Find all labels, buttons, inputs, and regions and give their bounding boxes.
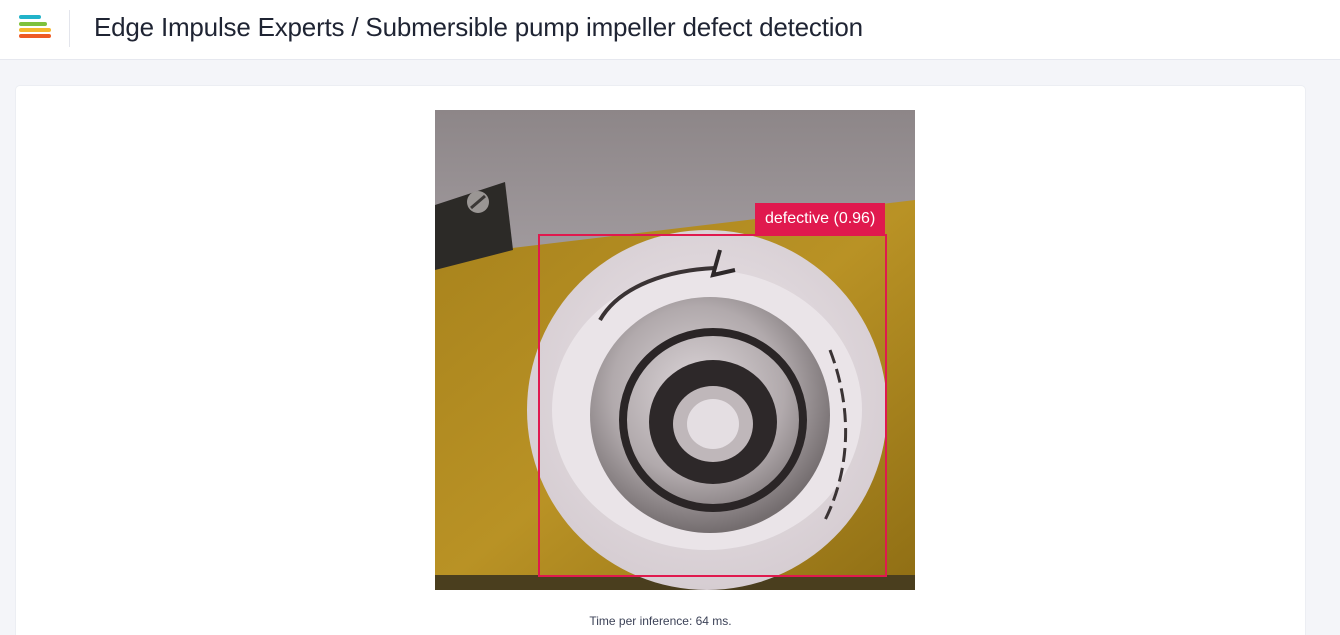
detection-label: defective (0.96) <box>755 203 886 235</box>
page-title: Edge Impulse Experts / Submersible pump … <box>94 12 863 42</box>
header-divider <box>69 10 70 47</box>
top-header: Edge Impulse Experts / Submersible pump … <box>0 0 1340 60</box>
inference-time-text: Time per inference: 64 ms. <box>589 614 732 628</box>
detection-bounding-box <box>538 234 887 577</box>
camera-feed: defective (0.96) <box>435 110 915 590</box>
live-classification-card: defective (0.96) Time per inference: 64 … <box>16 86 1305 635</box>
edge-impulse-logo-icon[interactable] <box>17 14 53 40</box>
impeller-camera-image <box>435 110 915 590</box>
